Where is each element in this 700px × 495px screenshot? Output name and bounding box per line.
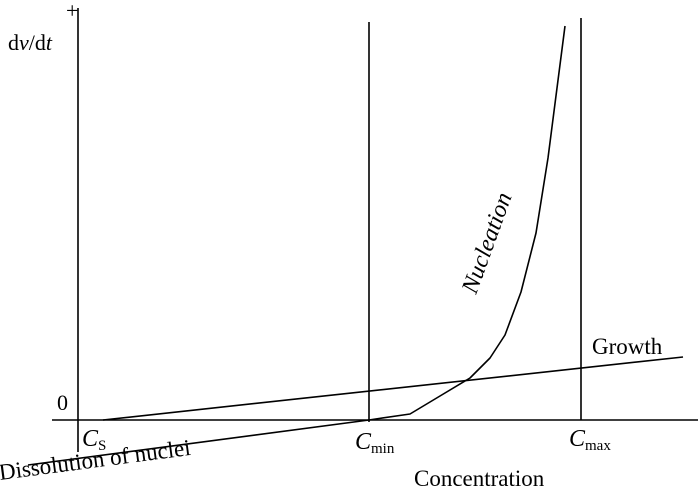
cs-main: C (82, 426, 99, 452)
cmin-label: Cmin (355, 429, 395, 457)
cmax-label: Cmax (569, 426, 611, 454)
y-axis-label: dv/dt (8, 30, 53, 55)
cs-sub: S (98, 438, 106, 454)
growth-line (102, 356, 684, 421)
cmin-main: C (355, 429, 372, 455)
cmax-sub: max (585, 438, 611, 454)
growth-label: Growth (592, 334, 663, 359)
dissolution-line (27, 419, 370, 466)
cmax-main: C (569, 426, 586, 452)
y-axis-plus: + (66, 0, 78, 23)
cs-label: CS (82, 426, 106, 454)
nucleation-label: Nucleation (457, 189, 518, 298)
y-axis-zero: 0 (57, 390, 68, 415)
cmin-sub: min (371, 441, 395, 457)
x-axis-label: Concentration (414, 466, 545, 491)
nucleation-curve (368, 25, 566, 421)
